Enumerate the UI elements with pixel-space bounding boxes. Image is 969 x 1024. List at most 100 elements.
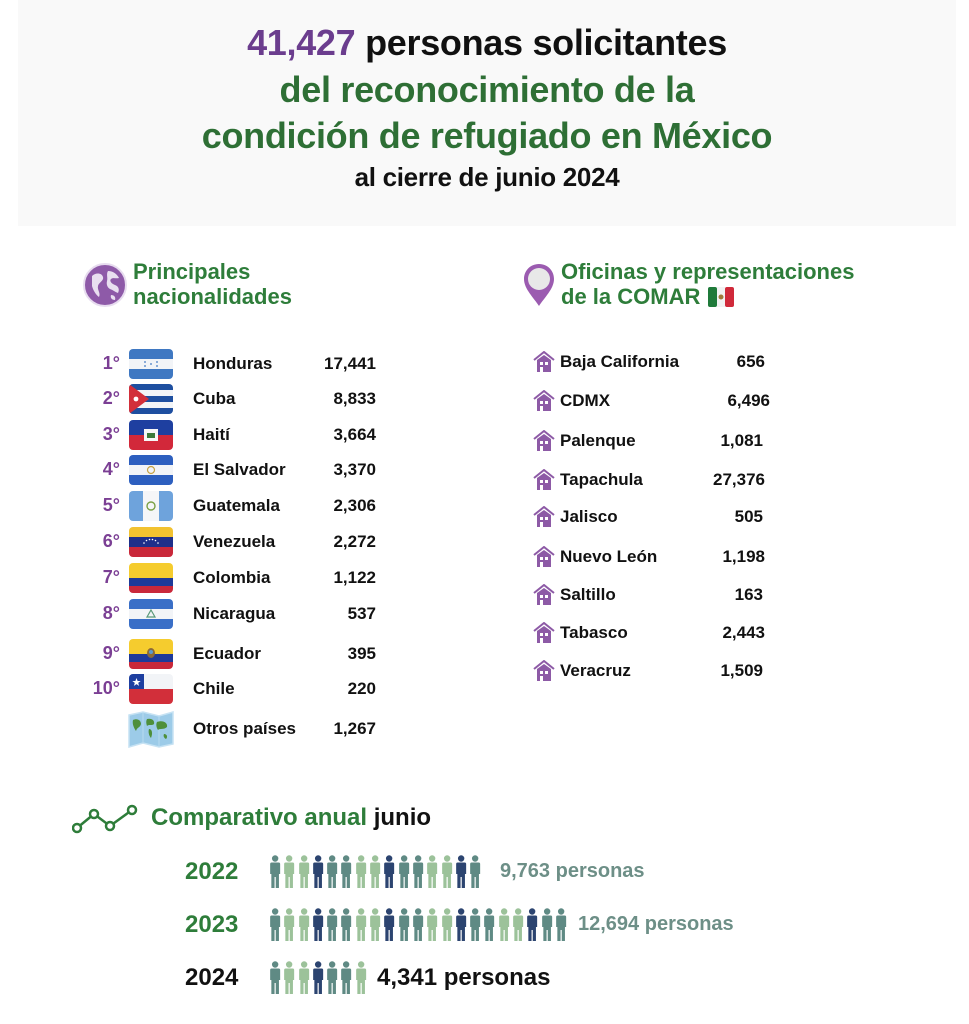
person-icon — [525, 908, 539, 942]
person-icon — [282, 908, 296, 942]
office-value: 1,509 — [720, 661, 763, 680]
person-icon — [282, 855, 296, 889]
ecuador-flag-icon — [129, 639, 173, 669]
country-value: 2,272 — [333, 532, 376, 551]
person-icon — [268, 961, 282, 995]
person-icon — [540, 908, 554, 942]
person-icon — [411, 855, 425, 889]
country-value: 3,370 — [333, 460, 376, 479]
rank-label: 1° — [102, 353, 120, 373]
el-salvador-flag-icon — [129, 455, 173, 485]
country-name: Ecuador — [193, 644, 262, 663]
country-name: Venezuela — [193, 532, 276, 551]
country-name: Chile — [193, 679, 235, 698]
rank-label: 5° — [102, 495, 120, 515]
location-pin-icon — [524, 264, 554, 306]
trend-line-icon — [72, 804, 138, 834]
house-icon — [533, 583, 555, 606]
nationality-row: 8° Nicaragua 537 — [80, 597, 400, 631]
office-value: 2,443 — [722, 623, 765, 642]
office-value: 505 — [734, 507, 763, 526]
person-icon — [511, 908, 525, 942]
nationality-row: 5° Guatemala 2,306 — [80, 489, 400, 523]
comparison-title: Comparativo anual junio — [151, 804, 432, 831]
person-icon — [382, 908, 396, 942]
house-icon — [533, 350, 555, 373]
country-value: 537 — [347, 604, 376, 623]
nationality-row: 9° Ecuador 395 — [80, 637, 400, 671]
office-row: Tabasco 2,443 — [533, 619, 773, 649]
person-icon — [311, 855, 325, 889]
nationality-row: 1° Honduras 17,441 — [80, 347, 400, 381]
person-icon — [397, 908, 411, 942]
rank-label: 8° — [102, 603, 120, 623]
office-name: Nuevo León — [560, 547, 658, 566]
office-value: 656 — [736, 352, 765, 371]
people-pictogram — [268, 961, 368, 995]
rank-label: 6° — [102, 531, 120, 551]
office-name: Jalisco — [560, 507, 618, 526]
person-icon — [354, 961, 368, 995]
venezuela-flag-icon — [129, 527, 173, 557]
office-name: Baja California — [560, 352, 680, 371]
person-icon — [311, 908, 325, 942]
year-label: 2024 — [185, 964, 239, 991]
world-map-flag-icon — [127, 710, 175, 748]
nationalities-title: Principales nacionalidades — [133, 259, 292, 309]
person-icon — [482, 908, 496, 942]
office-row: Saltillo 163 — [533, 581, 773, 611]
country-name: Haití — [193, 425, 230, 444]
person-icon — [440, 855, 454, 889]
person-icon — [440, 908, 454, 942]
guatemala-flag-icon — [129, 491, 173, 521]
nationality-row: 10° Chile 220 — [80, 672, 400, 706]
title-line-2: del reconocimiento de la — [279, 69, 695, 110]
rank-label: 3° — [102, 424, 120, 444]
house-icon — [533, 468, 555, 491]
people-pictogram — [268, 908, 568, 942]
year-label: 2023 — [185, 911, 239, 938]
office-name: CDMX — [560, 391, 611, 410]
person-icon — [382, 855, 396, 889]
country-value: 3,664 — [333, 425, 376, 444]
rank-label: 9° — [102, 643, 120, 663]
office-value: 1,081 — [720, 431, 763, 450]
house-icon — [533, 505, 555, 528]
year-total: 12,694 personas — [578, 913, 734, 935]
total-applicants: 41,427 — [247, 22, 356, 63]
house-icon — [533, 621, 555, 644]
country-value: 2,306 — [333, 496, 376, 515]
title-line-3: condición de refugiado en México — [201, 115, 773, 156]
office-name: Palenque — [560, 431, 636, 450]
year-total: 4,341 personas — [377, 964, 551, 991]
person-icon — [468, 855, 482, 889]
country-value: 8,833 — [333, 389, 376, 408]
person-icon — [297, 908, 311, 942]
person-icon — [425, 908, 439, 942]
rank-label: 4° — [102, 459, 120, 479]
country-name: Nicaragua — [193, 604, 276, 623]
person-icon — [268, 855, 282, 889]
person-icon — [425, 855, 439, 889]
nationality-row: Otros países 1,267 — [80, 710, 400, 748]
nationality-row: 4° El Salvador 3,370 — [80, 453, 400, 487]
office-value: 27,376 — [713, 470, 765, 489]
person-icon — [339, 855, 353, 889]
office-row: Palenque 1,081 — [533, 427, 773, 457]
office-row: Veracruz 1,509 — [533, 657, 773, 687]
house-icon — [533, 429, 555, 452]
person-icon — [282, 961, 296, 995]
title-line-4: al cierre de junio 2024 — [354, 162, 620, 192]
office-value: 6,496 — [727, 391, 770, 410]
person-icon — [354, 908, 368, 942]
haiti-flag-icon — [129, 420, 173, 450]
mexico-flag-icon — [708, 286, 735, 307]
country-value: 220 — [347, 679, 376, 698]
person-icon — [397, 855, 411, 889]
person-icon — [368, 855, 382, 889]
nationality-row: 3° Haití 3,664 — [80, 418, 400, 452]
honduras-flag-icon — [129, 349, 173, 379]
person-icon — [325, 961, 339, 995]
nationality-row: 7° Colombia 1,122 — [80, 561, 400, 595]
person-icon — [311, 961, 325, 995]
